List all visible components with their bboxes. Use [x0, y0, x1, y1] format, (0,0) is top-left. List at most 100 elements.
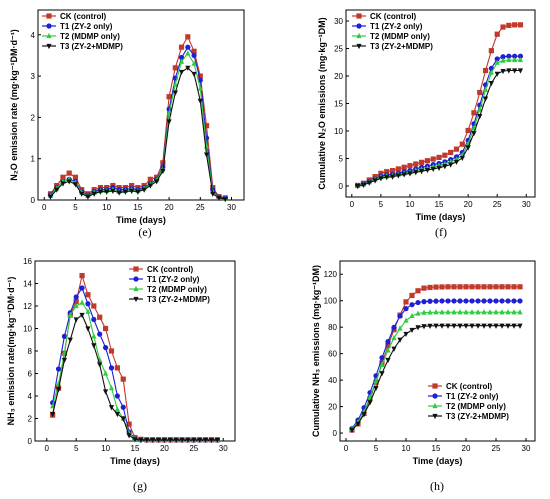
x-tick-label: 0	[42, 203, 47, 212]
data-point	[202, 437, 209, 443]
x-tick-label: 15	[133, 203, 142, 212]
chart-panel-h: 0 5 10 15 20 25 30 0 20 40 60 80 100 120 Time (days) Cu…	[311, 260, 536, 493]
data-point	[512, 22, 518, 28]
data-point	[517, 298, 523, 304]
data-point	[54, 187, 60, 193]
data-point	[487, 298, 493, 304]
y-tick-label: 2	[28, 415, 33, 424]
data-point	[172, 81, 178, 87]
data-point	[506, 56, 512, 63]
data-point	[50, 411, 56, 418]
data-point	[355, 183, 361, 190]
data-point	[203, 152, 210, 158]
x-tick-label: 10	[402, 444, 411, 453]
data-point	[488, 48, 494, 54]
data-point	[114, 393, 120, 399]
y-tick-label: 100	[324, 297, 338, 306]
data-point	[222, 197, 228, 203]
data-point	[481, 284, 487, 290]
legend-marker	[356, 13, 362, 19]
y-tick-label: 0	[28, 437, 33, 446]
y-tick-label: 8	[28, 347, 33, 356]
data-point	[517, 56, 524, 63]
data-point	[477, 89, 483, 96]
data-point	[173, 437, 179, 443]
data-point	[191, 60, 197, 66]
data-point	[91, 333, 97, 339]
data-point	[451, 298, 457, 304]
legend-entry: T1 (ZY-2 only)	[60, 22, 113, 31]
data-point	[494, 31, 500, 37]
data-point	[427, 298, 433, 304]
data-point	[385, 357, 391, 364]
data-point	[409, 292, 415, 299]
data-point	[517, 53, 524, 59]
legend-entry: T3 (ZY-2+MDMP)	[60, 42, 123, 51]
data-point	[465, 127, 471, 134]
data-point	[191, 437, 197, 443]
series-4	[355, 68, 524, 190]
data-point	[384, 169, 390, 175]
data-point	[403, 299, 409, 305]
chart-panel-f: 0 5 10 15 20 25 30 0 5 10 15 20 25 30 Time (days) Cumul…	[317, 9, 536, 239]
data-point	[67, 311, 73, 318]
data-point	[477, 114, 483, 120]
data-point	[360, 182, 367, 188]
data-point	[407, 171, 413, 177]
legend-marker	[356, 23, 362, 29]
data-point	[500, 57, 506, 63]
x-tick-label: 10	[406, 200, 415, 209]
data-point	[367, 400, 373, 406]
x-tick-label: 10	[101, 444, 110, 453]
data-point	[481, 298, 487, 304]
data-point	[214, 437, 220, 443]
legend-marker	[432, 402, 438, 409]
x-tick-label: 25	[196, 203, 205, 212]
data-point	[475, 309, 481, 315]
data-point	[481, 309, 487, 315]
y-tick-label: 25	[334, 45, 343, 54]
data-point	[67, 337, 73, 343]
data-point	[511, 298, 517, 304]
x-tick-label: 10	[102, 203, 111, 212]
legend-marker	[356, 32, 362, 39]
data-point	[161, 437, 168, 443]
y-tick-label: 30	[334, 17, 343, 26]
x-tick-label: 5	[374, 444, 379, 453]
data-point	[463, 284, 469, 290]
data-point	[191, 71, 197, 78]
data-point	[409, 327, 415, 334]
data-point	[505, 284, 511, 290]
data-point	[85, 308, 91, 314]
data-point	[372, 178, 378, 184]
data-point	[469, 284, 475, 290]
data-point	[433, 309, 439, 315]
legend-marker	[46, 23, 52, 29]
data-point	[433, 284, 439, 290]
x-tick-label: 20	[165, 203, 174, 212]
data-point	[451, 284, 457, 290]
data-point	[475, 298, 481, 304]
legend-entry: CK (control)	[60, 12, 107, 21]
legend: CK (control)T1 (ZY-2 only)T2 (MDMP only)…	[352, 12, 433, 51]
y-tick-label: 2	[31, 113, 36, 122]
y-tick-label: 3	[31, 72, 36, 81]
data-point	[178, 54, 185, 61]
data-point	[488, 81, 494, 87]
data-point	[108, 365, 115, 371]
x-axis-label: Time (days)	[416, 212, 466, 222]
data-point	[395, 173, 401, 179]
data-point	[505, 298, 511, 304]
data-point	[179, 437, 185, 443]
data-point	[141, 187, 147, 193]
data-point	[421, 299, 427, 305]
data-point	[469, 323, 475, 329]
data-point	[384, 175, 390, 181]
y-tick-label: 0	[31, 196, 36, 205]
data-point	[144, 437, 150, 443]
data-point	[85, 194, 91, 200]
data-point	[401, 164, 407, 170]
x-tick-label: 25	[492, 444, 501, 453]
data-point	[506, 22, 512, 28]
